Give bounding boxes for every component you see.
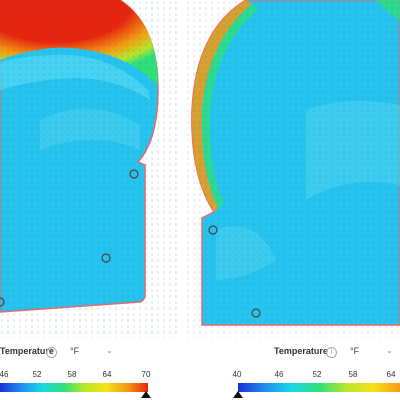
legend-tick: 64	[386, 370, 396, 379]
probe-marker-icon	[0, 297, 5, 307]
color-scale-bar	[238, 383, 400, 392]
legend-tick: 52	[312, 370, 322, 379]
probe-marker-icon	[129, 169, 139, 179]
slider-caret-icon[interactable]	[141, 391, 151, 398]
probe-marker-icon	[251, 308, 261, 318]
left-legend: Temperature i °F ⌄ 46 52 58 64 70	[0, 338, 178, 400]
left-temperature-contour-view	[0, 0, 178, 338]
panel-divider	[178, 0, 186, 400]
legend-tick: 46	[274, 370, 284, 379]
right-simulation-panel: Temperature i °F ⌄ 40 46 52 58 64	[186, 0, 400, 400]
right-legend: Temperature i °F ⌄ 40 46 52 58 64	[186, 338, 400, 400]
legend-tick: 58	[348, 370, 358, 379]
legend-tick: 64	[102, 370, 112, 379]
legend-title: Temperature	[0, 346, 54, 356]
legend-ticks: 40 46 52 58 64	[186, 370, 400, 380]
left-simulation-panel: Temperature i °F ⌄ 46 52 58 64 70	[0, 0, 178, 400]
chevron-down-icon[interactable]: ⌄	[386, 346, 393, 355]
legend-tick: 46	[0, 370, 9, 379]
legend-tick: 58	[67, 370, 77, 379]
legend-tick: 52	[32, 370, 42, 379]
slider-caret-icon[interactable]	[233, 391, 243, 398]
info-icon[interactable]: i	[326, 347, 337, 358]
right-temperature-contour-view	[186, 0, 400, 338]
legend-tick: 70	[141, 370, 151, 379]
legend-title: Temperature	[274, 346, 328, 356]
chevron-down-icon[interactable]: ⌄	[106, 346, 113, 355]
color-scale-bar	[0, 383, 148, 392]
unit-select[interactable]: °F	[70, 346, 80, 356]
probe-marker-icon	[101, 253, 111, 263]
legend-ticks: 46 52 58 64 70	[0, 370, 178, 380]
unit-select[interactable]: °F	[350, 346, 360, 356]
info-icon[interactable]: i	[46, 347, 57, 358]
legend-tick: 40	[232, 370, 242, 379]
probe-marker-icon	[208, 225, 218, 235]
